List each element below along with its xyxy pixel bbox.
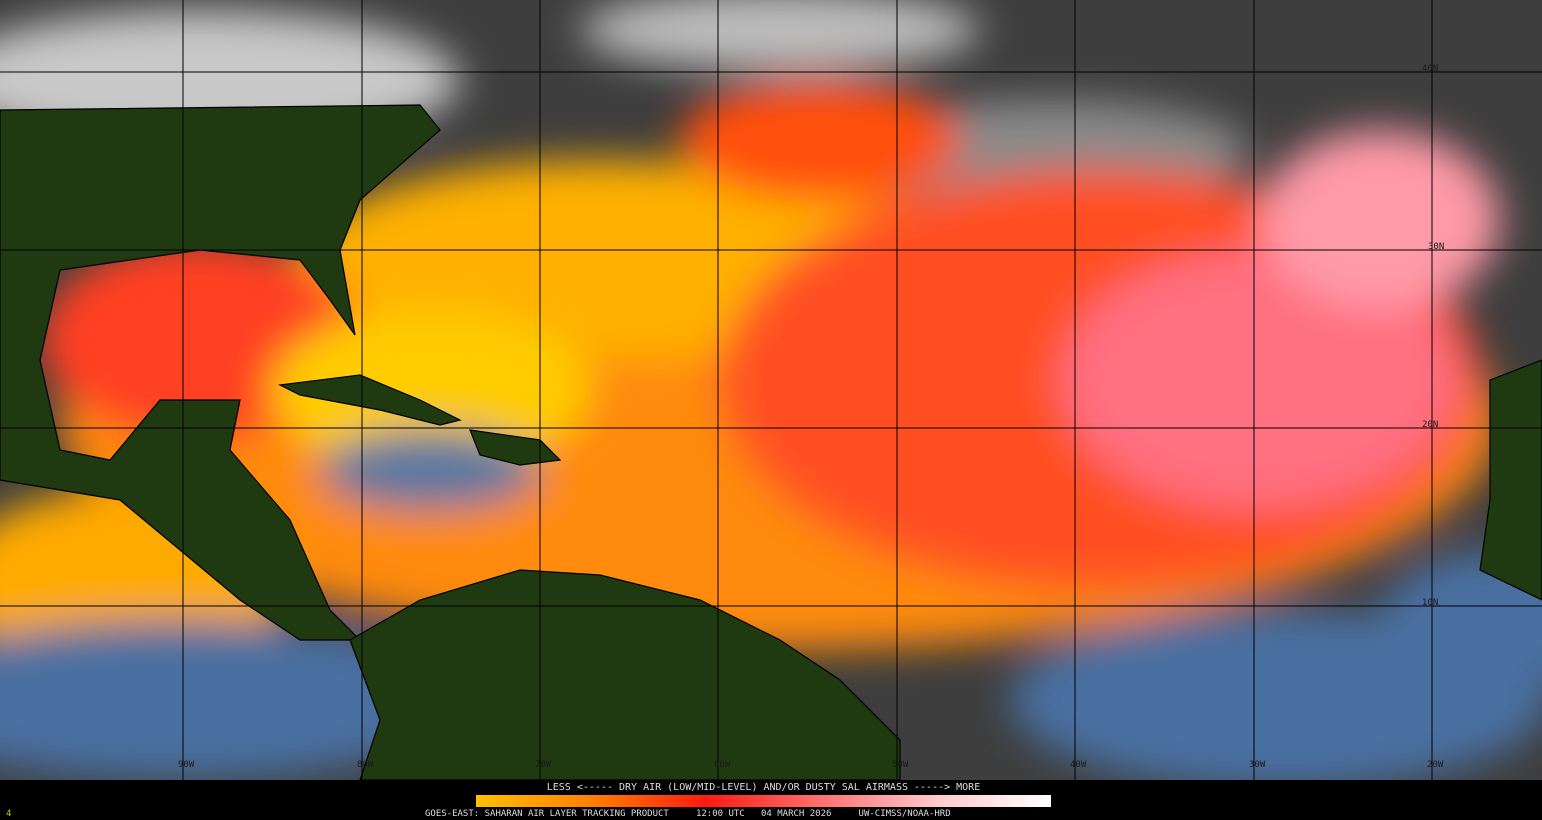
lon-label-50w: 50W: [892, 760, 909, 770]
legend-footer: LESS <----- DRY AIR (LOW/MID-LEVEL) AND/…: [0, 780, 1542, 820]
lon-label-80w: 80W: [357, 760, 374, 770]
airmass-field: [0, 0, 1542, 780]
north-central-america-land: [0, 104, 441, 641]
lat-lon-grid: [0, 0, 1542, 780]
product-date: 04 MARCH 2026: [760, 809, 832, 819]
south-america-land: [349, 569, 901, 780]
product-caption: GOES-EAST: SAHARAN AIR LAYER TRACKING PR…: [425, 809, 951, 819]
cuba-land: [277, 374, 462, 426]
lon-label-20w: 20W: [1427, 760, 1444, 770]
lon-label-90w: 90W: [178, 760, 195, 770]
sal-satellite-map: [0, 0, 1542, 780]
lat-label-10n: 10N: [1422, 598, 1439, 608]
frame-number: 4: [6, 809, 12, 819]
lat-label-30n: 30N: [1428, 242, 1445, 252]
lon-label-60w: 60W: [714, 760, 731, 770]
lon-label-30w: 30W: [1249, 760, 1266, 770]
lon-label-70w: 70W: [535, 760, 552, 770]
lat-label-40n: 40N: [1422, 64, 1439, 74]
product-time: 12:00 UTC: [695, 809, 745, 819]
africa-land: [1479, 359, 1542, 601]
legend-title: LESS <----- DRY AIR (LOW/MID-LEVEL) AND/…: [546, 782, 981, 793]
landmasses: [0, 104, 1542, 780]
product-name: GOES-EAST: SAHARAN AIR LAYER TRACKING PR…: [425, 809, 669, 819]
product-credit: UW-CIMSS/NOAA-HRD: [858, 809, 951, 819]
lat-label-20n: 20N: [1422, 420, 1439, 430]
lon-label-40w: 40W: [1070, 760, 1087, 770]
dry-air-colorbar: [476, 795, 1051, 807]
